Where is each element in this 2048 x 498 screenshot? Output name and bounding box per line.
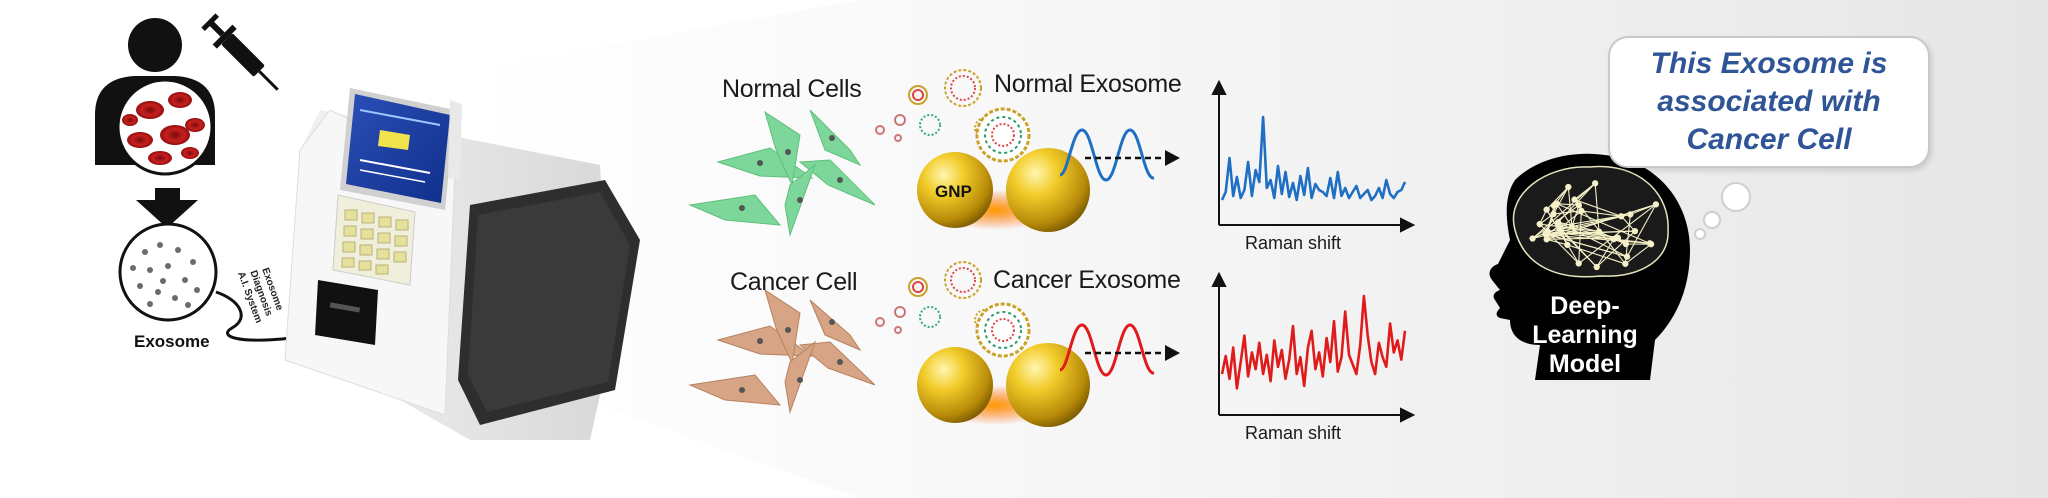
normal-spectrum-path: [1220, 115, 1407, 202]
sample-connector-line: [215, 290, 301, 342]
normal-exosome-label: Normal Exosome: [994, 70, 1182, 98]
bubble-line2: associated with: [1657, 85, 1881, 118]
diagnosis-device: [284, 88, 640, 440]
normal-spectrum-line: [1220, 115, 1407, 202]
device-screen: [340, 88, 462, 210]
normal-spectrum-axes: [1211, 79, 1416, 233]
device-keypad: [332, 194, 416, 286]
cancer-spectrum-line: [1220, 294, 1407, 390]
cancer-gnp-dimer: [917, 302, 1090, 427]
model-label-line2: Learning: [1532, 321, 1638, 349]
neural-network-brain-icon: [1512, 165, 1669, 278]
cancer-cell-label: Cancer Cell: [730, 268, 858, 296]
red-blood-cells-icon: [122, 92, 205, 165]
cancer-spectrum-path: [1220, 294, 1407, 390]
cancer-arrowhead-icon: [1165, 345, 1180, 361]
raman-shift-top-label: Raman shift: [1245, 233, 1342, 253]
patient-group: [95, 13, 316, 345]
deep-learning-model-label: Deep- Learning Model: [1510, 292, 1660, 379]
exosome-sample-circle: [118, 222, 218, 322]
model-label-line1: Deep-: [1550, 292, 1620, 320]
gnp-label: GNP: [935, 182, 972, 201]
speech-bubble-text: This Exosome is associated with Cancer C…: [1619, 45, 1919, 159]
normal-cells-label: Normal Cells: [722, 75, 862, 103]
speech-bubble: This Exosome is associated with Cancer C…: [1608, 36, 1930, 168]
cancer-spectrum-axes: [1211, 271, 1416, 423]
exosome-label: Exosome: [134, 332, 210, 351]
cancer-scatter-wave: [1059, 323, 1155, 377]
normal-gnp-dimer: [917, 107, 1090, 232]
cancer-exosome-label: Cancer Exosome: [993, 266, 1181, 294]
model-label-line3: Model: [1548, 350, 1622, 378]
bubble-line1: This Exosome is: [1650, 47, 1888, 80]
syringe-icon: [201, 13, 279, 91]
bubble-line3: Cancer Cell: [1686, 123, 1852, 156]
normal-scatter-wave: [1059, 128, 1155, 182]
exosome-particles-icon: [130, 242, 200, 308]
down-arrow-icon: [136, 188, 198, 228]
raman-shift-bottom-label: Raman shift: [1245, 423, 1342, 443]
patient-head-icon: [128, 18, 182, 72]
normal-arrowhead-icon: [1165, 150, 1180, 166]
thought-bubbles: [1694, 182, 1751, 240]
sample-slot: [315, 280, 378, 345]
